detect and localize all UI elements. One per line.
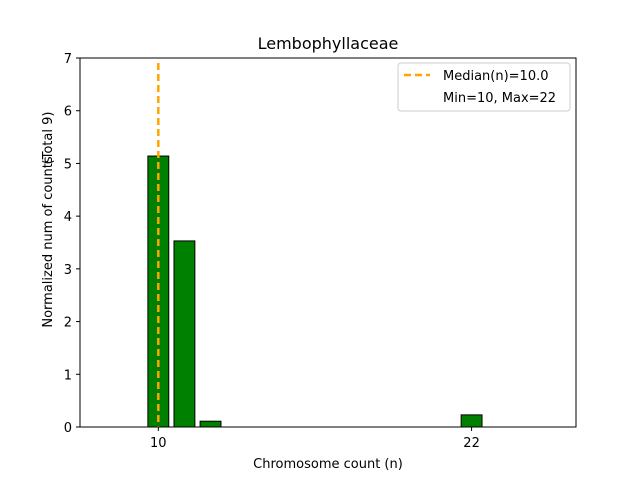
plot-frame — [79, 57, 577, 428]
legend: Median(n)=10.0 Min=10, Max=22 — [397, 62, 571, 112]
x-tick-label-10: 10 — [150, 436, 167, 451]
y-tick-label-4: 4 — [64, 210, 72, 225]
bar-22 — [460, 414, 483, 428]
y-tick-label-6: 6 — [64, 105, 72, 120]
bar-11 — [173, 240, 196, 428]
x-axis-label: Chromosome count (n) — [253, 457, 403, 472]
y-tick-label-1: 1 — [64, 368, 72, 383]
y-axis: 0 1 2 3 4 5 6 7 — [64, 52, 80, 436]
y-tick-label-7: 7 — [64, 52, 72, 67]
y-tick-label-3: 3 — [64, 263, 72, 278]
x-axis: 10 22 — [150, 427, 480, 451]
bars-layer — [147, 155, 483, 428]
y-axis-total-note: (Total 9) — [41, 112, 56, 165]
y-tick-label-5: 5 — [64, 157, 72, 172]
legend-entry-median: Median(n)=10.0 — [443, 69, 549, 84]
y-tick-label-0: 0 — [64, 421, 72, 436]
bar-12 — [199, 420, 222, 428]
y-axis-label: Normalized num of counts — [41, 156, 56, 327]
x-tick-label-22: 22 — [463, 436, 480, 451]
legend-box — [397, 62, 571, 112]
y-tick-label-2: 2 — [64, 316, 72, 331]
legend-entry-min-max: Min=10, Max=22 — [443, 91, 556, 106]
chart-title: Lembophyllaceae — [258, 34, 399, 53]
